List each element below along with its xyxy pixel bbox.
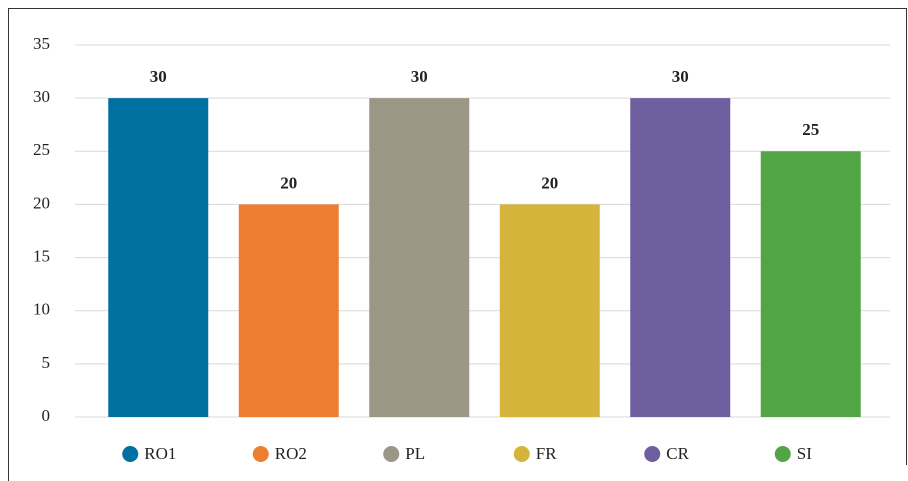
legend-marker (252, 446, 269, 462)
legend-label: RO1 (144, 444, 176, 463)
bar (760, 151, 861, 418)
legend-label: CR (666, 444, 689, 463)
data-label: 30 (150, 67, 167, 86)
legend-marker (383, 446, 400, 462)
y-tick-label: 35 (33, 34, 50, 53)
bar (369, 98, 470, 418)
y-tick-label: 30 (33, 87, 50, 106)
bar (630, 98, 731, 418)
legend-label: PL (405, 444, 425, 463)
data-label: 30 (672, 67, 689, 86)
legend-marker (774, 446, 791, 462)
y-tick-label: 10 (33, 300, 50, 319)
legend-marker (644, 446, 661, 462)
y-tick-label: 25 (33, 140, 50, 159)
bar (238, 204, 339, 417)
bar (108, 98, 209, 418)
data-label: 20 (280, 173, 297, 192)
y-tick-label: 5 (42, 353, 51, 372)
data-label: 25 (802, 120, 819, 139)
y-tick-label: 20 (33, 193, 50, 212)
bar (499, 204, 600, 417)
y-tick-label: 0 (42, 406, 51, 425)
legend-marker (513, 446, 530, 462)
chart-border (8, 8, 907, 481)
legend-label: SI (797, 444, 812, 463)
legend-marker (122, 446, 139, 462)
legend-label: RO2 (275, 444, 307, 463)
data-label: 20 (541, 173, 558, 192)
legend-label: FR (536, 444, 557, 463)
y-tick-label: 15 (33, 246, 50, 265)
data-label: 30 (411, 67, 428, 86)
